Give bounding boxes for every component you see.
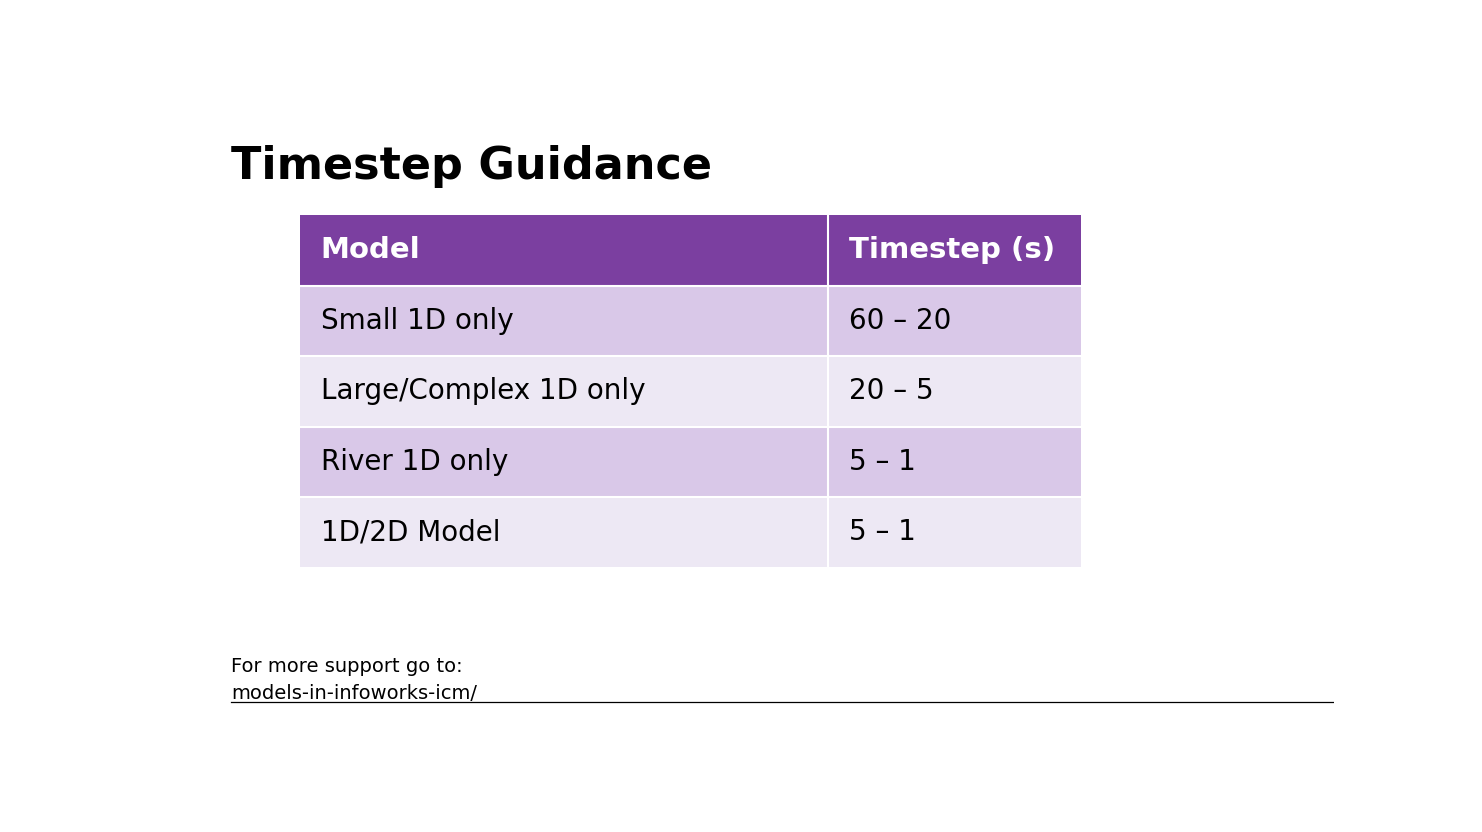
Text: Small 1D only: Small 1D only bbox=[320, 307, 513, 334]
FancyBboxPatch shape bbox=[299, 356, 828, 427]
Text: Timestep (s): Timestep (s) bbox=[849, 236, 1055, 265]
Text: Model: Model bbox=[320, 236, 421, 265]
Text: Timestep Guidance: Timestep Guidance bbox=[231, 145, 713, 188]
Text: Large/Complex 1D only: Large/Complex 1D only bbox=[320, 378, 645, 405]
Text: River 1D only: River 1D only bbox=[320, 448, 508, 476]
Text: For more support go to:: For more support go to: bbox=[231, 657, 470, 676]
FancyBboxPatch shape bbox=[828, 356, 1082, 427]
FancyBboxPatch shape bbox=[828, 427, 1082, 497]
Text: models-in-infoworks-icm/: models-in-infoworks-icm/ bbox=[231, 684, 477, 703]
FancyBboxPatch shape bbox=[299, 215, 828, 285]
Text: 20 – 5: 20 – 5 bbox=[849, 378, 934, 405]
FancyBboxPatch shape bbox=[828, 215, 1082, 285]
FancyBboxPatch shape bbox=[299, 285, 828, 356]
FancyBboxPatch shape bbox=[299, 427, 828, 497]
FancyBboxPatch shape bbox=[828, 285, 1082, 356]
Text: 5 – 1: 5 – 1 bbox=[849, 448, 916, 476]
FancyBboxPatch shape bbox=[828, 497, 1082, 567]
FancyBboxPatch shape bbox=[299, 497, 828, 567]
Text: 5 – 1: 5 – 1 bbox=[849, 518, 916, 547]
Text: 60 – 20: 60 – 20 bbox=[849, 307, 951, 334]
Text: 1D/2D Model: 1D/2D Model bbox=[320, 518, 501, 547]
